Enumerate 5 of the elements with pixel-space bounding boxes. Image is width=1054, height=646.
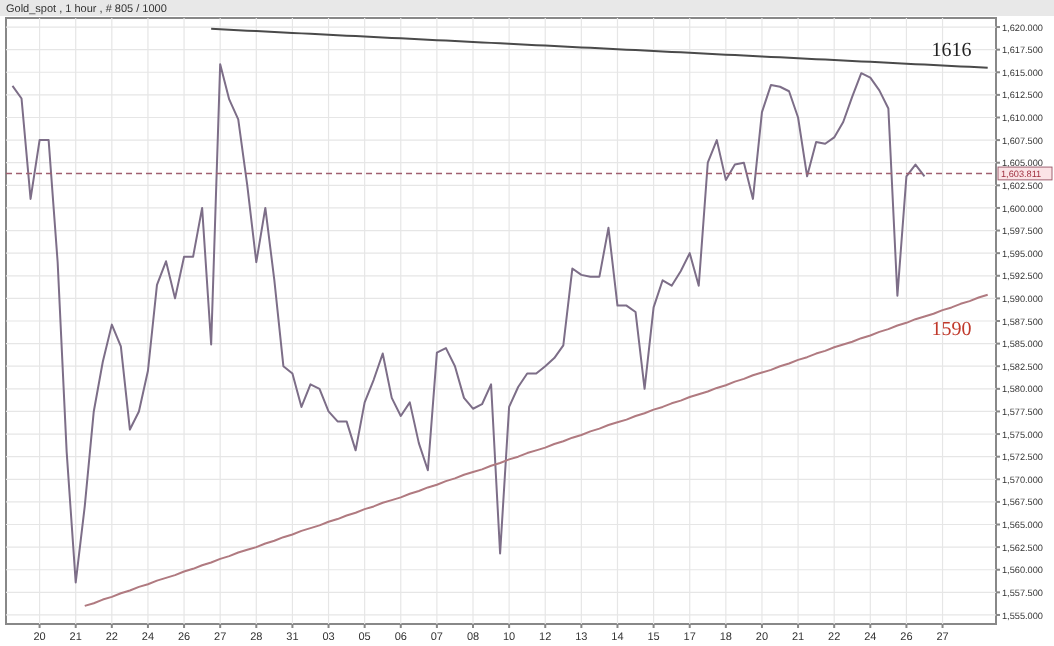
line-series — [11, 63, 926, 584]
line-series — [83, 293, 989, 607]
line-series — [210, 27, 989, 69]
annotation: 1590 — [931, 319, 972, 342]
annotation: 1616 — [931, 39, 972, 62]
